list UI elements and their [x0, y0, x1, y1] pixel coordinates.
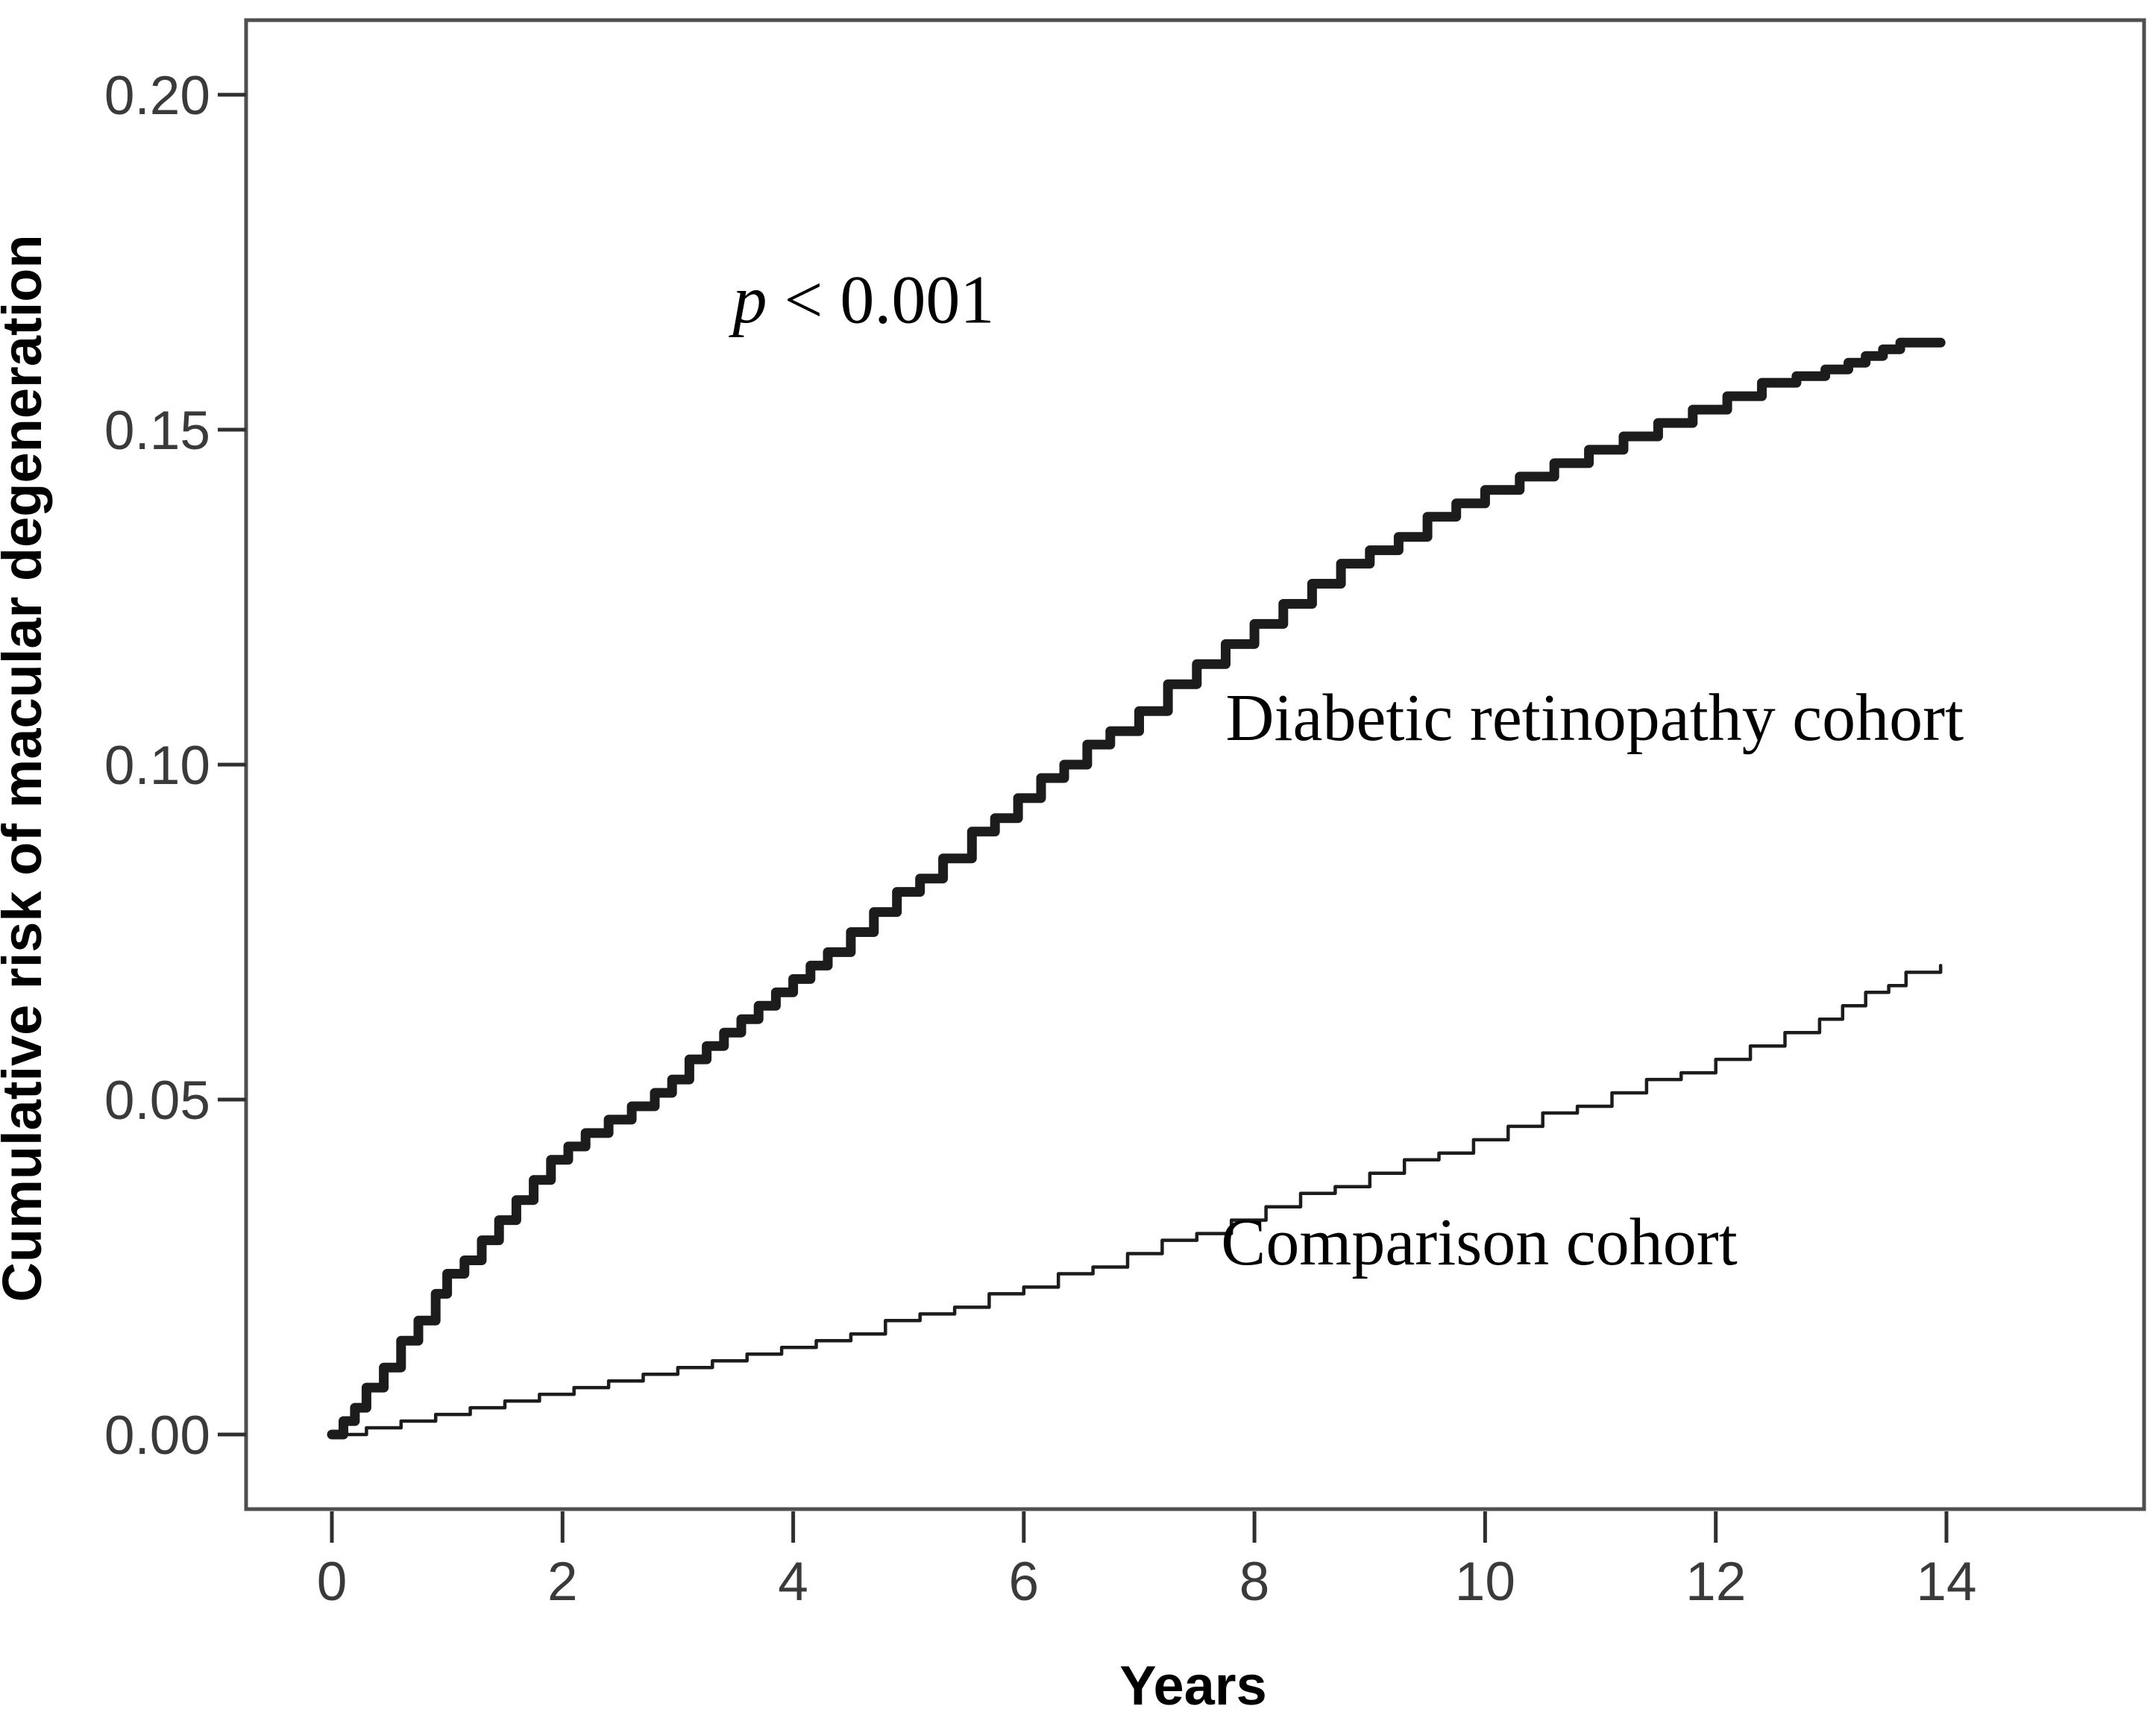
p-value-annotation-rest-part: < 0.001: [767, 261, 994, 337]
y-tick-label: 0.05: [104, 1070, 210, 1131]
y-tick-label: 0.10: [104, 736, 210, 796]
y-tick-label: 0.20: [104, 66, 210, 126]
x-tick-label: 10: [1455, 1552, 1515, 1612]
x-tick-label: 0: [317, 1552, 348, 1612]
p-value-annotation-italic-part: p: [728, 261, 767, 337]
curves-group: [327, 337, 1946, 1440]
x-tick-label: 4: [778, 1552, 808, 1612]
x-tick-label: 2: [547, 1552, 578, 1612]
x-tick-label: 6: [1008, 1552, 1039, 1612]
x-tick-label: 8: [1239, 1552, 1270, 1612]
y-tick-label: 0.15: [104, 401, 210, 461]
series-comparison-cohort: [330, 964, 1943, 1437]
x-tick-label: 12: [1685, 1552, 1746, 1612]
y-axis-title: Cumulative risk of macular degeneration: [0, 234, 53, 1302]
series-diabetic-retinopathy-cohort: [327, 337, 1946, 1440]
x-axis-title: Years: [1119, 1655, 1267, 1715]
y-tick-label: 0.00: [104, 1405, 210, 1466]
p-value-annotation: p < 0.001: [728, 261, 994, 337]
x-tick-label: 14: [1916, 1552, 1976, 1612]
label-comparison-cohort: Comparison cohort: [1221, 1205, 1737, 1279]
label-diabetic-retinopathy-cohort: Diabetic retinopathy cohort: [1226, 681, 1964, 755]
